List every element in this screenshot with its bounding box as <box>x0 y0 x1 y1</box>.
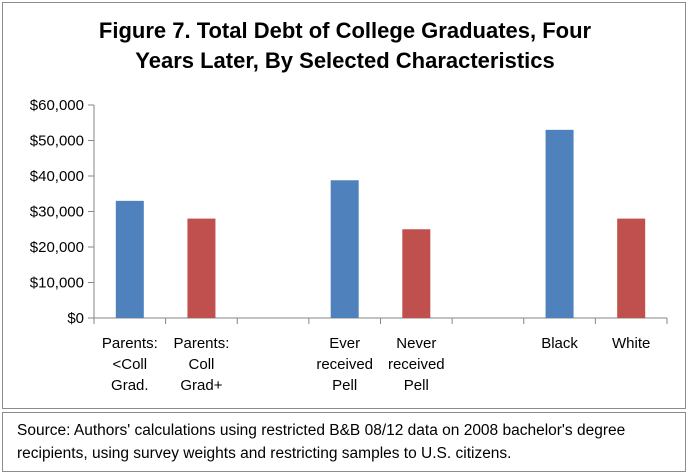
y-tick-label: $50,000 <box>30 133 84 150</box>
y-tick-label: $60,000 <box>30 97 84 114</box>
x-category-label: received <box>316 356 373 373</box>
x-category-label: White <box>612 335 650 352</box>
bar <box>187 218 216 318</box>
x-category-label: <Coll <box>113 356 148 373</box>
bar-chart: $0 $10,000 $20,000 $30,000 $40,000 $50,000 $60… <box>30 97 668 394</box>
x-category-label: Grad+ <box>180 377 222 394</box>
y-tick-label: $20,000 <box>30 239 84 256</box>
y-tick-label: $40,000 <box>30 168 84 185</box>
bar <box>115 200 144 318</box>
bar <box>617 218 646 318</box>
x-category-label: Pell <box>404 377 429 394</box>
bar <box>402 229 431 318</box>
x-category-label: Pell <box>332 377 357 394</box>
chart-title: Figure 7. Total Debt of College Graduate… <box>0 16 690 76</box>
x-category-label: Grad. <box>111 377 149 394</box>
category-labels: Parents: <Coll Grad. Parents: Coll Grad+ Ever r… <box>102 335 650 394</box>
x-category-label: Never <box>396 335 436 352</box>
x-category-label: Parents: <box>174 335 230 352</box>
x-category-label: Ever <box>329 335 360 352</box>
x-category-label: Black <box>541 335 578 352</box>
chart-title-line-2: Years Later, By Selected Characteristics <box>135 48 555 73</box>
bar <box>545 129 574 318</box>
y-tick-label: $30,000 <box>30 204 84 221</box>
bar <box>330 180 359 318</box>
y-axis: $0 $10,000 $20,000 $30,000 $40,000 $50,000 $60… <box>30 97 95 327</box>
x-category-label: received <box>388 356 445 373</box>
x-category-label: Coll <box>189 356 215 373</box>
bars <box>115 129 646 318</box>
source-note: Source: Authors' calculations using rest… <box>2 412 686 472</box>
y-tick-label: $10,000 <box>30 275 84 292</box>
chart-title-line-1: Figure 7. Total Debt of College Graduate… <box>98 18 592 43</box>
x-category-label: Parents: <box>102 335 158 352</box>
y-tick-label: $0 <box>67 310 84 327</box>
x-axis <box>93 317 668 324</box>
